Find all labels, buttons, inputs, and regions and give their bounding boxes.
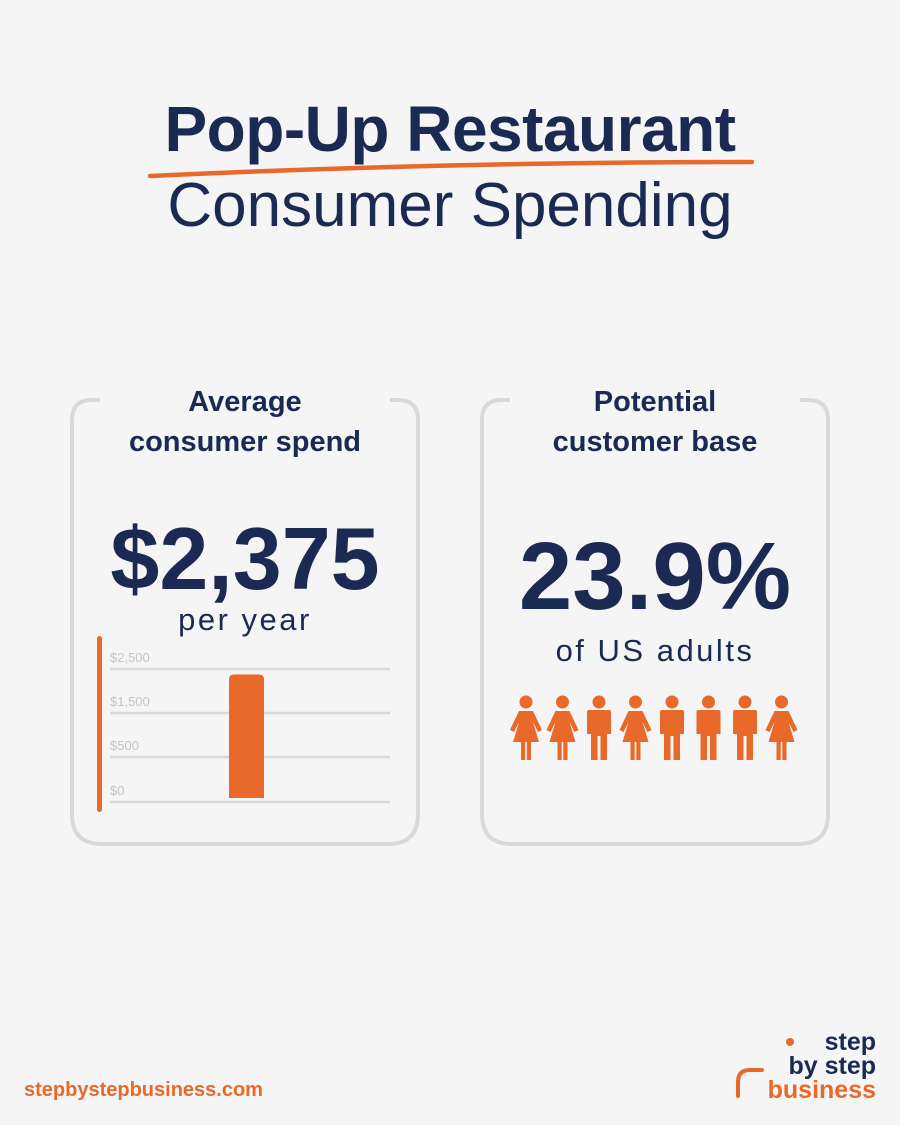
male-icon xyxy=(733,695,757,760)
page-title: Pop-Up Restaurant xyxy=(164,93,736,165)
title-underline xyxy=(148,159,754,179)
logo-line-3: business xyxy=(767,1076,876,1104)
average-spend-value: $2,375 xyxy=(110,509,380,608)
male-icon xyxy=(696,695,721,760)
logo-line-2: by step xyxy=(788,1052,876,1080)
customer-base-value: 23.9% xyxy=(518,523,792,630)
average-spend-card: Average consumer spend $2,375 per year xyxy=(70,370,420,846)
chart-y-axis-line xyxy=(97,636,102,812)
card-frame xyxy=(70,398,420,846)
customer-base-card: Potential customer base 23.9% of US adul… xyxy=(480,370,830,846)
logo-line-1: step xyxy=(824,1028,876,1056)
card-frame xyxy=(480,398,830,846)
card-heading: Average consumer spend xyxy=(128,386,362,458)
customer-base-unit: of US adults xyxy=(555,633,755,668)
brand-logo: step by step business xyxy=(736,1028,876,1104)
chart-y-tick-label: $2,500 xyxy=(110,650,150,665)
chart-bar xyxy=(229,674,264,798)
spend-bar-chart: $0 $500 $1,500 $2,500 xyxy=(97,636,390,812)
chart-y-tick-label: $500 xyxy=(110,738,139,753)
logo-step-icon xyxy=(736,1038,794,1098)
people-icons xyxy=(510,695,798,760)
footer-url[interactable]: stepbystepbusiness.com xyxy=(24,1079,263,1101)
male-icon xyxy=(587,695,611,760)
female-icon xyxy=(510,695,542,760)
male-icon xyxy=(660,695,684,760)
chart-y-tick-label: $0 xyxy=(110,783,124,798)
card-heading: Potential customer base xyxy=(552,386,758,458)
page-subtitle: Consumer Spending xyxy=(167,171,733,240)
female-icon xyxy=(765,695,798,760)
female-icon xyxy=(619,695,652,760)
chart-y-tick-label: $1,500 xyxy=(110,694,150,709)
average-spend-unit: per year xyxy=(178,602,312,637)
female-icon xyxy=(546,695,579,760)
